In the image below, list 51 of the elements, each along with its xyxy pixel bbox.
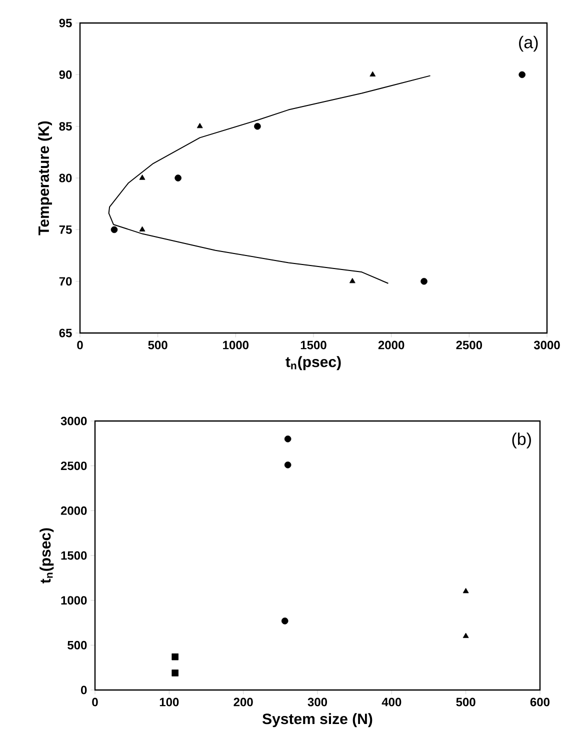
point (172, 670, 178, 676)
y-tick-label: 0 (80, 686, 87, 694)
y-axis-title: t$_{n}$(psec) (40, 528, 54, 584)
y-tick-label: 75 (59, 225, 72, 234)
y-tick-label: 1000 (61, 596, 87, 605)
y-tick-label: 2500 (60, 462, 87, 470)
point (462, 588, 469, 594)
y-tick-label: 90 (59, 70, 72, 79)
y-tick-label: 80 (59, 174, 72, 182)
x-tick-label: 200 (234, 698, 253, 706)
point (284, 436, 292, 442)
point (110, 226, 118, 234)
x-tick-label: 500 (148, 340, 168, 350)
y-tick-label: 500 (68, 640, 87, 650)
x-tick-label: 400 (382, 698, 402, 706)
annotation: (a) (519, 36, 538, 52)
point (196, 122, 203, 128)
point (284, 462, 292, 468)
x-tick-label: 0 (92, 698, 98, 706)
x-tick-label: 2000 (378, 340, 404, 350)
y-tick-label: 2000 (60, 506, 87, 515)
x-tick-label: 1500 (300, 340, 326, 350)
y-tick-label: 1500 (61, 551, 87, 560)
point (518, 71, 526, 78)
point (349, 278, 356, 284)
point (174, 174, 182, 182)
point (139, 226, 146, 232)
point (139, 174, 146, 180)
y-tick-label: 95 (59, 18, 72, 28)
point (172, 653, 178, 660)
x-tick-label: 1000 (223, 340, 249, 350)
point (281, 618, 288, 624)
point (420, 278, 428, 285)
x-tick-label: 600 (530, 698, 550, 706)
x-axis-title: t$_{n}$(psec) (286, 356, 341, 370)
x-tick-label: 500 (456, 698, 476, 706)
x-tick-label: 2500 (456, 340, 482, 350)
x-tick-label: 300 (308, 698, 328, 706)
x-tick-label: 100 (160, 698, 179, 706)
y-axis-title: Temperature (K) (38, 121, 52, 236)
line-series (108, 75, 431, 284)
point (462, 632, 469, 638)
y-tick-label: 3000 (60, 416, 87, 426)
x-axis-title: System size (N) (262, 713, 372, 728)
point (254, 122, 261, 130)
annotation: (b) (512, 432, 531, 448)
y-tick-label: 70 (59, 277, 72, 286)
x-tick-label: 3000 (534, 340, 560, 350)
y-tick-label: 65 (59, 328, 72, 338)
point (370, 71, 376, 76)
y-tick-label: 85 (59, 122, 72, 131)
